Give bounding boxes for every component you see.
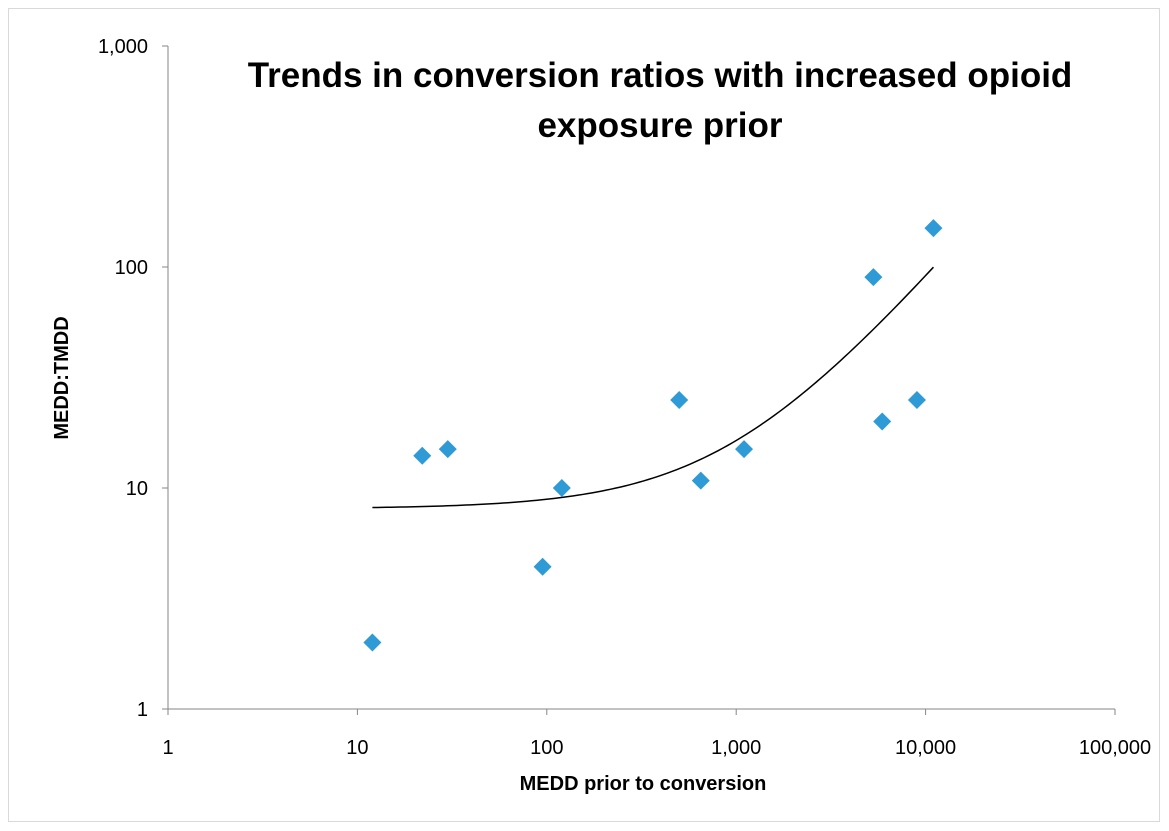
x-tick-label: 1: [162, 737, 173, 759]
data-point: [670, 391, 689, 410]
y-tick-label: 10: [126, 478, 148, 500]
x-tick-label: 100: [530, 737, 563, 759]
y-tick-label: 1: [137, 699, 148, 721]
y-tick-label: 1,000: [98, 36, 148, 58]
data-point: [363, 633, 382, 652]
y-axis-title: MEDD:TMDD: [51, 316, 73, 439]
chart-frame: [8, 8, 1160, 822]
data-point: [438, 440, 457, 459]
chart-title-line-1: Trends in conversion ratios with increas…: [248, 56, 1073, 95]
chart-title-line-2: exposure prior: [537, 106, 782, 145]
trendline: [372, 266, 934, 509]
x-axis-title: MEDD prior to conversion: [520, 773, 767, 795]
data-point: [735, 440, 754, 459]
data-point: [924, 219, 943, 238]
data-point: [864, 268, 883, 287]
y-tick-label: 100: [115, 257, 148, 279]
data-point: [691, 471, 710, 490]
x-tick-label: 10,000: [895, 737, 956, 759]
x-tick-label: 1,000: [711, 737, 761, 759]
data-point: [873, 412, 892, 431]
data-point: [413, 446, 432, 465]
data-point: [533, 557, 552, 576]
chart-title: Trends in conversion ratios with increas…: [248, 56, 1073, 145]
data-point: [552, 479, 571, 497]
data-point: [907, 391, 926, 410]
x-tick-label: 100,000: [1079, 737, 1151, 759]
x-tick-label: 10: [346, 737, 368, 759]
